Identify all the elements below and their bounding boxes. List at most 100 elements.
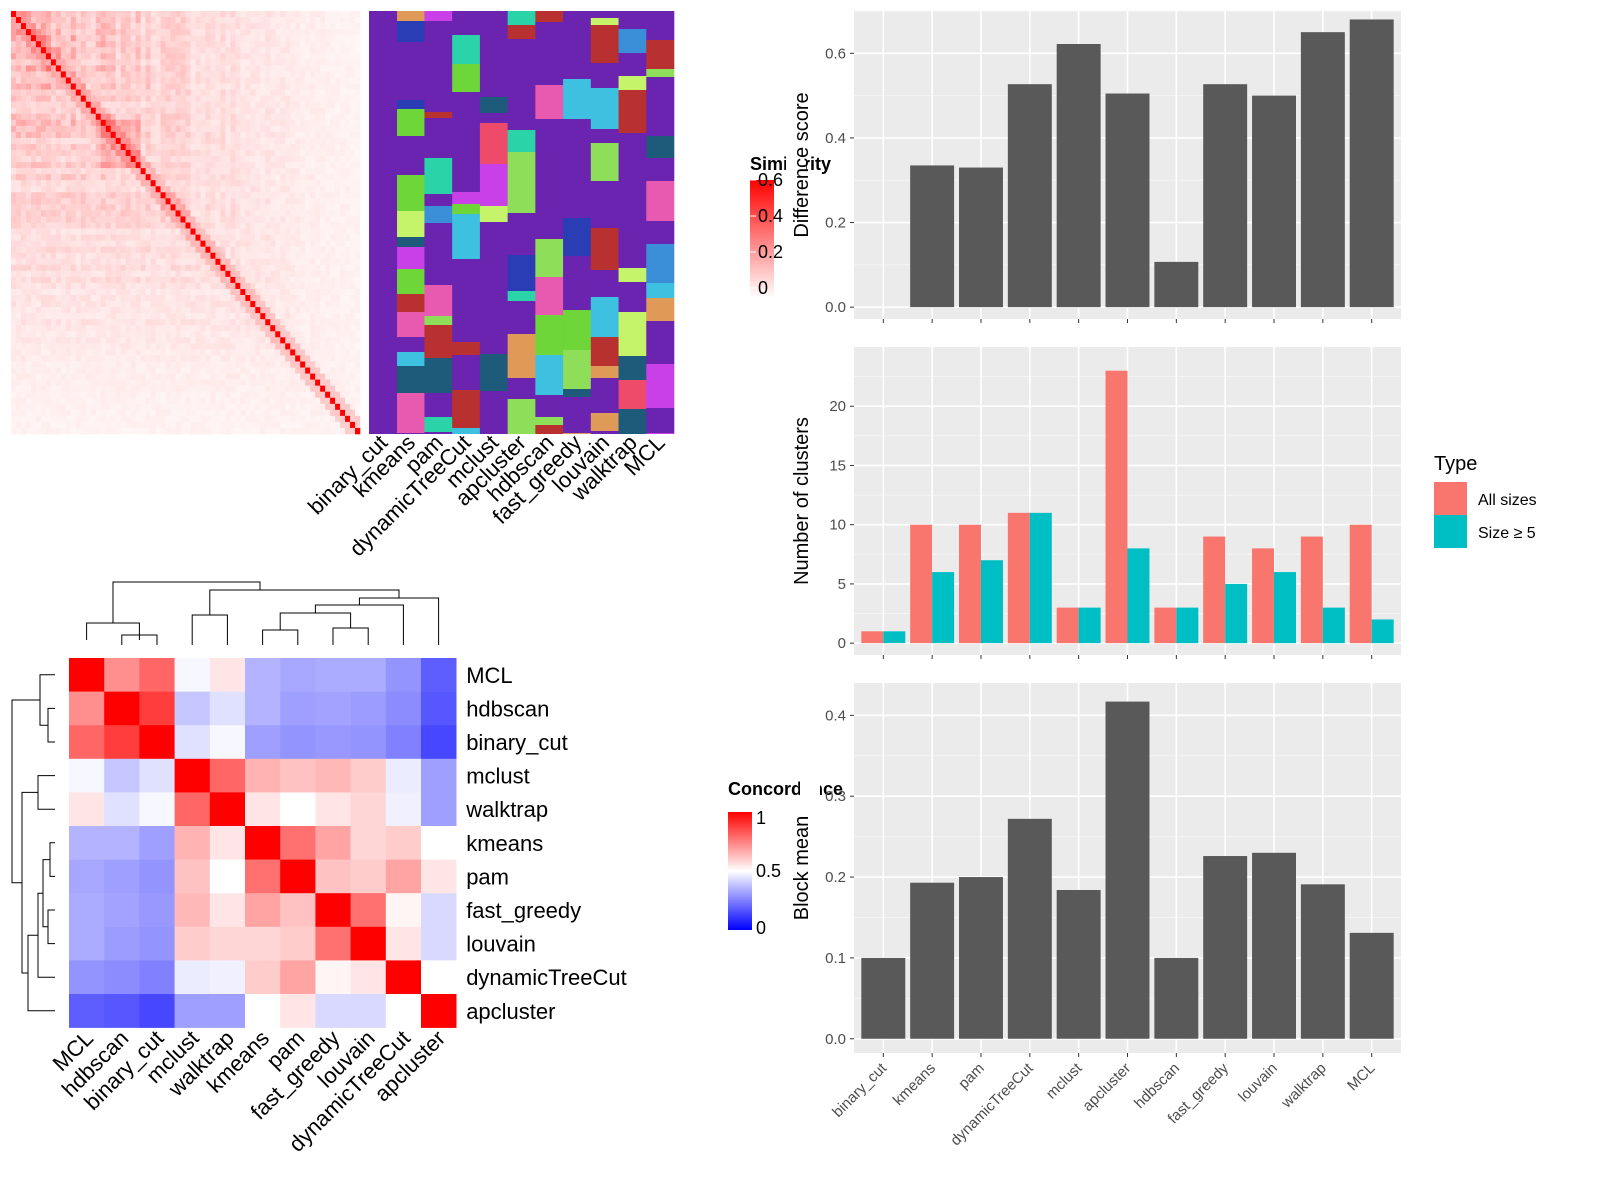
- concordance-legend-tick: 0: [756, 918, 766, 938]
- concordance-row-label: louvain: [466, 932, 536, 957]
- bar: [1203, 856, 1248, 1039]
- bar: [1078, 607, 1101, 644]
- concordance-cell: [209, 792, 246, 827]
- x-tick-label: mclust: [1043, 1059, 1086, 1102]
- bar: [932, 572, 955, 644]
- bar: [1127, 548, 1150, 644]
- similarity-legend-tick: 0.6: [758, 170, 783, 190]
- concordance-cell: [245, 758, 281, 793]
- bar: [1056, 607, 1079, 644]
- concordance-cell: [139, 758, 175, 793]
- legend-label: Size ≥ 5: [1478, 525, 1536, 542]
- y-tick-label: 0: [838, 635, 846, 652]
- y-tick-label: 0.0: [825, 299, 846, 316]
- bar: [1056, 44, 1101, 308]
- concordance-cell: [104, 859, 140, 894]
- y-tick-label: 10: [829, 517, 846, 534]
- concordance-cell: [69, 960, 105, 995]
- concordance-cell: [139, 792, 175, 827]
- concordance-cell: [174, 926, 211, 961]
- concordance-cell: [350, 926, 387, 961]
- bar: [1300, 536, 1323, 644]
- concordance-cell: [139, 826, 175, 860]
- concordance-cell: [315, 826, 351, 860]
- bar: [1349, 19, 1394, 308]
- concordance-cell: [315, 859, 351, 894]
- concordance-cell: [280, 725, 316, 760]
- concordance-cell: [69, 893, 105, 928]
- concordance-cell: [350, 691, 387, 726]
- concordance-cell: [174, 859, 211, 894]
- concordance-cell: [174, 960, 211, 995]
- concordance-cell: [174, 691, 211, 726]
- number-of-clusters-chart: 0 5 10 15 20 Number of clusters: [791, 347, 1401, 659]
- concordance-cell: [104, 758, 140, 793]
- concordance-cell: [315, 758, 351, 793]
- concordance-row-label: hdbscan: [466, 696, 549, 721]
- y-axis-title: Block mean: [791, 816, 813, 921]
- legend-title: Type: [1434, 453, 1477, 475]
- concordance-cell: [209, 691, 246, 726]
- difference-score-chart: 0.0 0.2 0.4 0.6 Difference score: [791, 10, 1401, 323]
- concordance-cell: [280, 926, 316, 961]
- bar: [1105, 701, 1150, 1039]
- bar: [1252, 95, 1296, 308]
- y-tick-label: 5: [838, 576, 846, 593]
- concordance-cell: [280, 994, 316, 1028]
- concordance-row-label: binary_cut: [466, 730, 568, 755]
- concordance-cell: [69, 691, 105, 726]
- concordance-cell: [280, 893, 316, 928]
- concordance-cell: [315, 893, 351, 928]
- bar: [1349, 932, 1394, 1039]
- concordance-row-label: apcluster: [466, 999, 555, 1024]
- bar: [1349, 524, 1372, 644]
- x-tick-label: louvain: [1235, 1060, 1281, 1106]
- concordance-cell: [350, 893, 387, 928]
- concordance-cell: [209, 994, 246, 1028]
- concordance-cell: [139, 926, 175, 961]
- bar: [1105, 370, 1128, 644]
- bar: [910, 882, 955, 1039]
- bar: [910, 165, 955, 308]
- concordance-row-label: MCL: [466, 663, 512, 688]
- concordance-cell: [139, 725, 175, 760]
- concordance-cell: [315, 691, 351, 726]
- concordance-legend-bar: [728, 812, 752, 930]
- x-tick-label: MCL: [1344, 1060, 1378, 1094]
- x-tick-label: pam: [955, 1060, 988, 1093]
- concordance-cell: [421, 758, 457, 793]
- bar: [1007, 818, 1052, 1039]
- bar: [959, 524, 981, 644]
- bar: [1007, 512, 1030, 644]
- concordance-cell: [245, 859, 281, 894]
- concordance-cell: [104, 926, 140, 961]
- concordance-cell: [104, 792, 140, 827]
- concordance-cell: [174, 792, 211, 827]
- concordance-legend-tick: 0.5: [756, 861, 781, 881]
- bar: [1252, 852, 1296, 1039]
- concordance-cell: [350, 658, 387, 692]
- concordance-cell: [174, 758, 211, 793]
- x-tick-label: dynamicTreeCut: [947, 1059, 1037, 1149]
- concordance-cell: [350, 994, 387, 1028]
- concordance-cell: [139, 859, 175, 894]
- concordance-cell: [421, 792, 457, 827]
- concordance-cell: [245, 960, 281, 995]
- concordance-row-label: pam: [466, 864, 509, 889]
- similarity-legend-tick: 0.4: [758, 206, 783, 226]
- bar: [1300, 32, 1345, 308]
- concordance-cell: [69, 859, 105, 894]
- concordance-cell: [385, 658, 422, 692]
- concordance-cell: [174, 994, 211, 1028]
- bar: [1056, 889, 1101, 1039]
- concordance-cell: [245, 994, 281, 1028]
- legend-swatch: [1434, 515, 1467, 548]
- concordance-row-label: fast_greedy: [466, 898, 581, 923]
- concordance-row-label: dynamicTreeCut: [466, 965, 627, 990]
- similarity-legend-tick: 0.2: [758, 242, 783, 262]
- column-dendrogram: [86, 581, 440, 645]
- concordance-cell: [245, 893, 281, 928]
- concordance-cell: [350, 792, 387, 827]
- x-tick-label: kmeans: [890, 1060, 939, 1109]
